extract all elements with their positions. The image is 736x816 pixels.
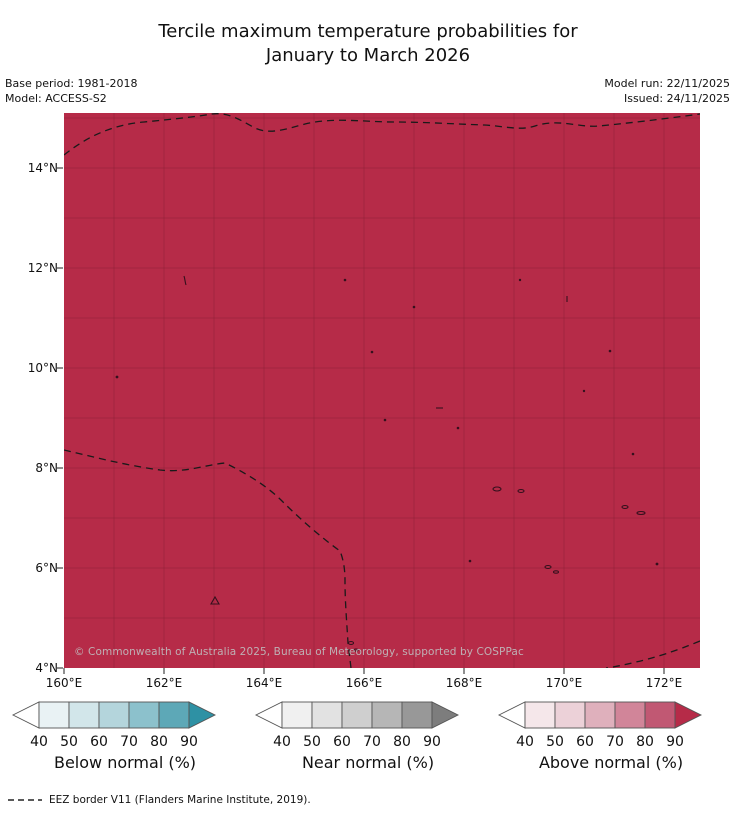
y-tick-label: 12°N [27, 261, 58, 275]
x-tick-label: 166°E [345, 676, 383, 690]
map-copyright: © Commonwealth of Australia 2025, Bureau… [74, 646, 524, 658]
meta-left: Base period: 1981-2018 Model: ACCESS-S2 [5, 76, 137, 106]
y-tick-label: 6°N [35, 561, 58, 575]
legend-tick-label: 60 [576, 734, 594, 750]
eez-borders [64, 113, 700, 668]
atoll-triangle [210, 595, 220, 605]
eez-note-label: EEZ border V11 (Flanders Marine Institut… [49, 794, 311, 806]
legend-cell [614, 701, 646, 729]
atoll-outlines [183, 275, 646, 652]
legend-cell [644, 701, 676, 729]
legend-tick-label: 40 [30, 734, 48, 750]
legend-near-normal: 40 50 60 70 80 90 Near normal (%) [252, 700, 484, 772]
page-title-line2: January to March 2026 [265, 45, 471, 66]
legend-cell [98, 701, 130, 729]
legend-arrow-right [674, 701, 703, 729]
model-label: Model: ACCESS-S2 [5, 92, 107, 105]
page-title-line1: Tercile maximum temperature probabilitie… [158, 21, 578, 42]
legend-tick-label: 50 [546, 734, 564, 750]
y-tick-marks [57, 167, 63, 669]
legend-near-normal-title: Near normal (%) [301, 753, 435, 772]
y-tick-label: 10°N [27, 361, 58, 375]
y-tick-label: 14°N [27, 161, 58, 175]
legend-below-normal-title: Below normal (%) [53, 753, 197, 772]
legend-tick-label: 50 [303, 734, 321, 750]
legend-below-normal: 40 50 60 70 80 90 Below normal (%) [9, 700, 241, 772]
legend-tick-label: 90 [666, 734, 684, 750]
legend-below-normal-colorbar: 40 50 60 70 80 90 [11, 701, 217, 750]
legend-tick-label: 90 [423, 734, 441, 750]
page-title: Tercile maximum temperature probabilitie… [0, 20, 736, 68]
eez-border-west [64, 449, 352, 668]
eez-dash-sample-icon [8, 799, 42, 801]
legend-tick-label: 70 [120, 734, 138, 750]
y-tick-label: 8°N [35, 461, 58, 475]
x-tick-label: 160°E [45, 676, 83, 690]
legend-cell [524, 701, 556, 729]
eez-border-north [64, 113, 700, 156]
x-tick-label: 164°E [245, 676, 283, 690]
x-tick-label: 172°E [645, 676, 683, 690]
legend-tick-label: 40 [516, 734, 534, 750]
x-tick-marks [63, 668, 665, 674]
legend-cell [158, 701, 190, 729]
legend-tick-label: 60 [90, 734, 108, 750]
x-tick-label: 170°E [545, 676, 583, 690]
map-area: © Commonwealth of Australia 2025, Bureau… [64, 113, 700, 668]
legend-tick-label: 80 [150, 734, 168, 750]
legends: 40 50 60 70 80 90 Below normal (%) 40 50 60 70 80… [0, 700, 736, 772]
legend-cell [38, 701, 70, 729]
legend-cell [128, 701, 160, 729]
legend-tick-label: 90 [180, 734, 198, 750]
map-gridlines [64, 113, 700, 668]
legend-cell [68, 701, 100, 729]
legend-tick-label: 40 [273, 734, 291, 750]
legend-tick-label: 60 [333, 734, 351, 750]
atoll-mark [183, 275, 187, 286]
issued-label: Issued: 24/11/2025 [623, 92, 730, 105]
legend-cell [554, 701, 586, 729]
legend-arrow-right [188, 701, 217, 729]
legend-near-normal-colorbar: 40 50 60 70 80 90 [254, 701, 460, 750]
legend-tick-label: 80 [636, 734, 654, 750]
eez-border-southeast [605, 640, 700, 668]
y-tick-label: 4°N [35, 661, 58, 675]
islands [115, 278, 659, 566]
legend-above-normal: 40 50 60 70 80 90 Above normal (%) [495, 700, 727, 772]
legend-cell [584, 701, 616, 729]
legend-cell [401, 701, 433, 729]
eez-note: EEZ border V11 (Flanders Marine Institut… [8, 794, 311, 806]
legend-above-normal-title: Above normal (%) [538, 753, 684, 772]
legend-cell [371, 701, 403, 729]
legend-arrow-right [431, 701, 460, 729]
legend-cell [311, 701, 343, 729]
legend-above-normal-colorbar: 40 50 60 70 80 90 [497, 701, 703, 750]
base-period-label: Base period: 1981-2018 [5, 77, 138, 90]
legend-cell [281, 701, 313, 729]
model-run-label: Model run: 22/11/2025 [604, 77, 730, 90]
map-layers [64, 113, 700, 668]
legend-tick-label: 70 [606, 734, 624, 750]
meta-right: Model run: 22/11/2025 Issued: 24/11/2025 [604, 76, 730, 106]
legend-arrow-left [497, 701, 526, 729]
x-tick-label: 168°E [445, 676, 483, 690]
legend-tick-label: 80 [393, 734, 411, 750]
x-tick-label: 162°E [145, 676, 183, 690]
legend-arrow-left [11, 701, 40, 729]
legend-tick-label: 50 [60, 734, 78, 750]
legend-tick-label: 70 [363, 734, 381, 750]
legend-arrow-left [254, 701, 283, 729]
legend-cell [341, 701, 373, 729]
